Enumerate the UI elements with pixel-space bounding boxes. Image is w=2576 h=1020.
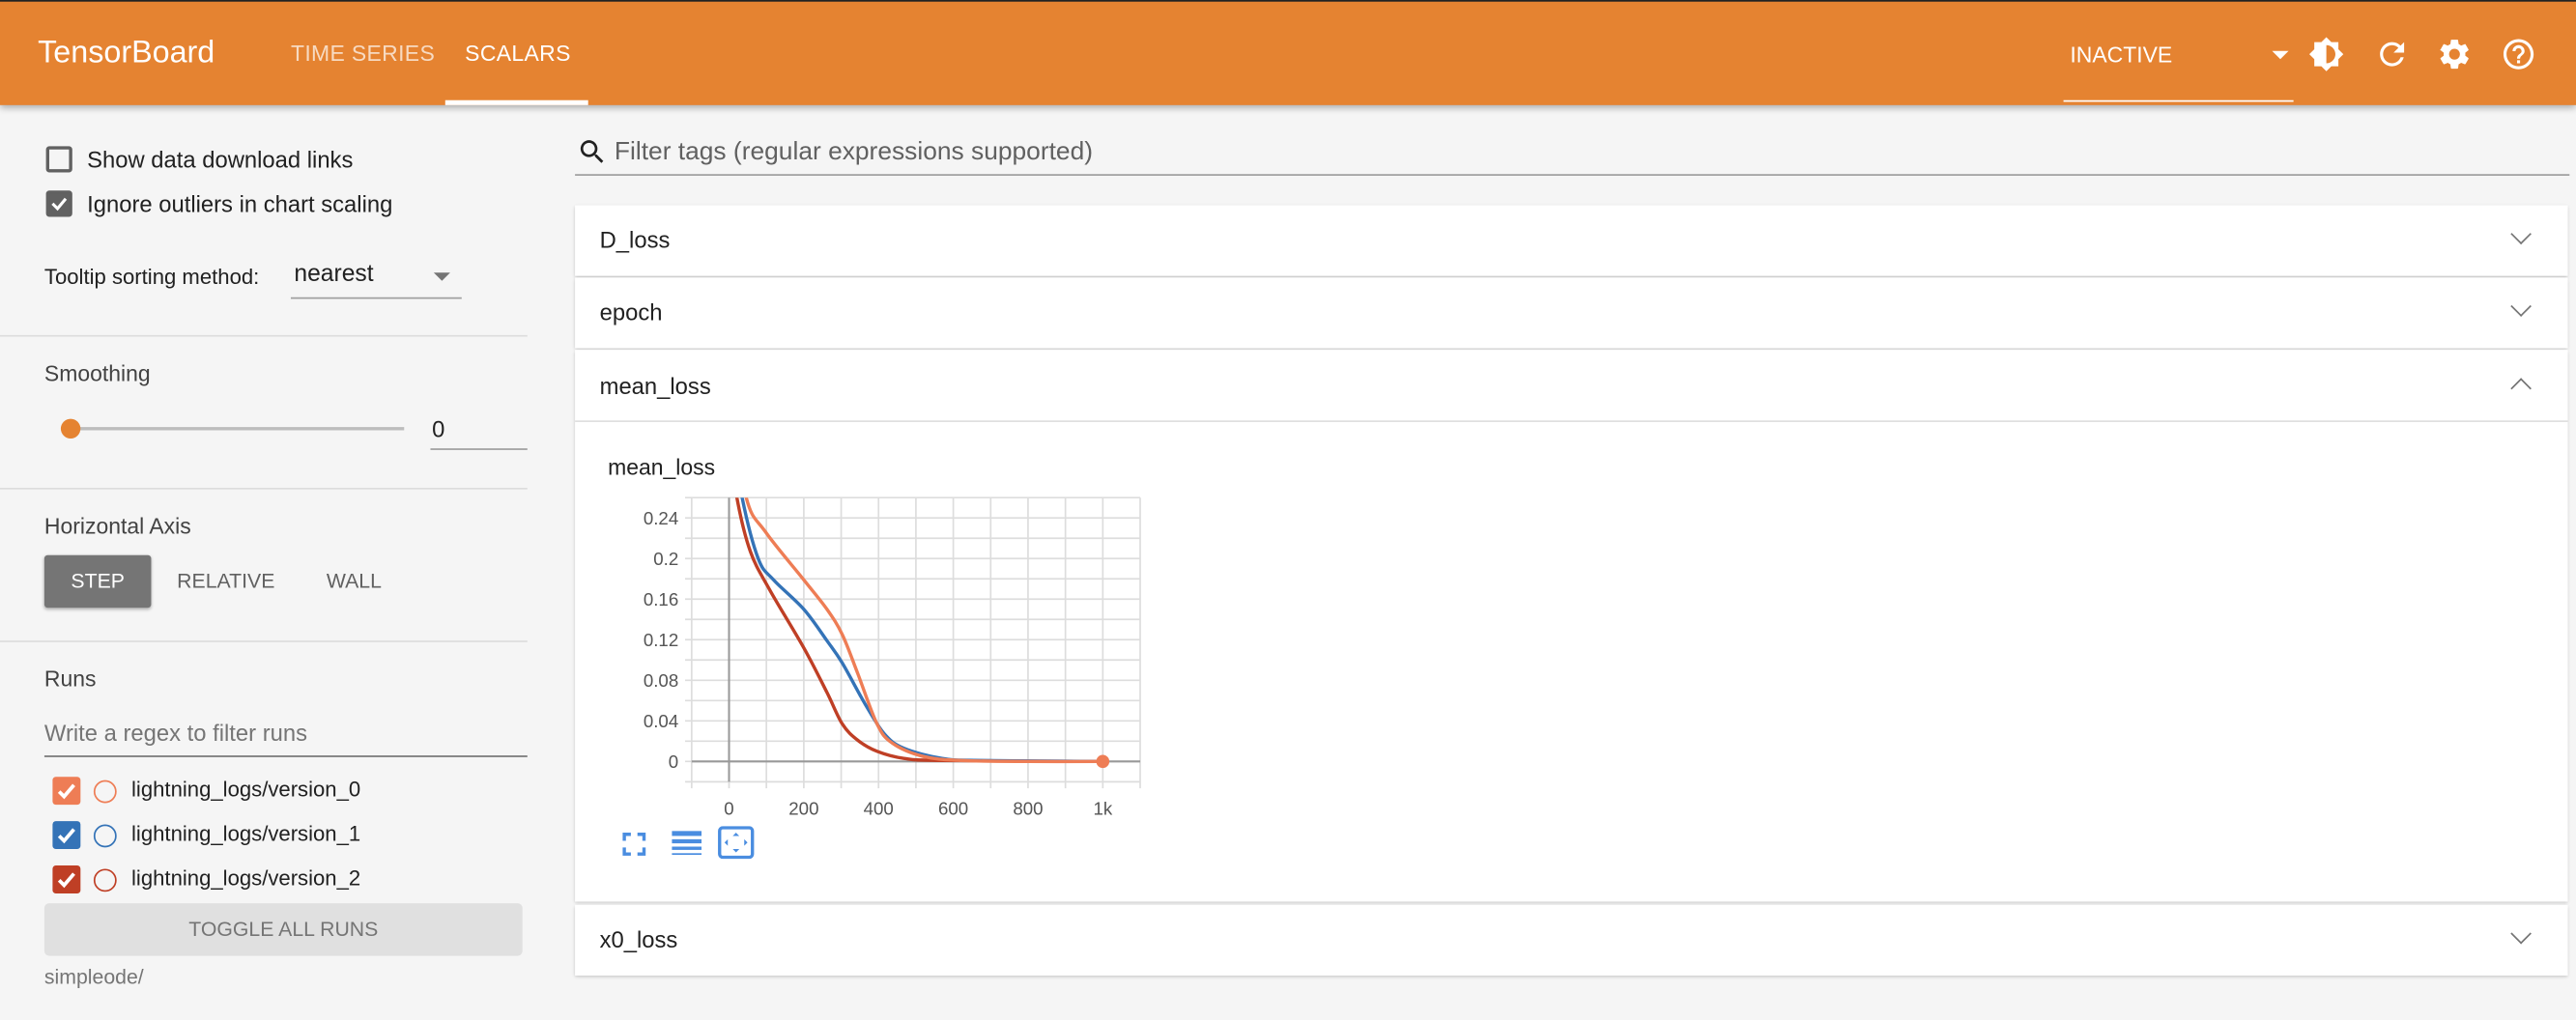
divider: [0, 487, 528, 490]
smoothing-slider-thumb[interactable]: [60, 418, 81, 439]
run-color-swatch[interactable]: [93, 824, 117, 848]
logdir-label: simpleode/: [43, 965, 144, 989]
show-download-links-label: Show data download links: [87, 146, 354, 173]
series-line-lightning-logs-version-2: [734, 497, 1103, 764]
settings-gear-icon[interactable]: [2437, 36, 2473, 71]
y-tick-label: 0: [669, 751, 678, 772]
dropdown-caret-icon: [433, 272, 450, 281]
run-name: lightning_logs/version_0: [131, 777, 361, 802]
x-tick-label: 600: [938, 798, 968, 818]
tab-scalars[interactable]: SCALARS: [465, 41, 571, 67]
run-name: lightning_logs/version_2: [131, 865, 361, 891]
tab-time-series[interactable]: TIME SERIES: [290, 41, 436, 67]
x-tick-label: 800: [1013, 798, 1043, 818]
x-tick-label: 400: [864, 798, 894, 818]
divider: [0, 334, 528, 337]
active-tab-indicator: [444, 99, 588, 105]
tag-card-epoch[interactable]: epoch: [575, 277, 2568, 349]
run-color-swatch[interactable]: [93, 868, 117, 892]
show-download-links-checkbox[interactable]: [45, 146, 72, 173]
runs-filter-placeholder: Write a regex to filter runs: [43, 719, 308, 746]
toggle-log-scale-icon[interactable]: [671, 830, 703, 860]
run-checkbox[interactable]: [52, 821, 81, 850]
card-title: epoch: [599, 298, 663, 326]
search-icon: [580, 140, 604, 163]
chevron-down-icon[interactable]: [2510, 922, 2532, 945]
toggle-all-runs-button[interactable]: TOGGLE ALL RUNS: [43, 903, 523, 956]
fit-domain-icon[interactable]: [718, 826, 755, 860]
plugin-select-value: INACTIVE: [2070, 42, 2173, 68]
brightness-contrast-icon[interactable]: [2308, 36, 2344, 71]
checkmark-icon: [57, 872, 75, 889]
card-title: D_loss: [599, 226, 671, 253]
x-tick-label: 200: [788, 798, 818, 818]
checkmark-icon: [57, 828, 75, 844]
plugin-select[interactable]: INACTIVE: [2063, 42, 2294, 102]
y-tick-label: 0.24: [644, 508, 678, 528]
help-icon[interactable]: [2501, 36, 2536, 71]
refresh-icon[interactable]: [2374, 36, 2410, 71]
run-color-swatch[interactable]: [93, 779, 117, 804]
y-tick-label: 0.2: [653, 549, 678, 569]
divider: [0, 640, 528, 642]
smoothing-label: Smoothing: [43, 361, 151, 386]
chevron-down-icon[interactable]: [2510, 223, 2532, 245]
tag-card-x0-loss[interactable]: x0_loss: [575, 904, 2568, 976]
smoothing-slider-track[interactable]: [69, 427, 405, 431]
tooltip-sorting-label: Tooltip sorting method:: [43, 264, 260, 290]
smoothing-value: 0: [432, 415, 445, 442]
chevron-up-icon[interactable]: [2510, 378, 2532, 399]
y-tick-label: 0.12: [644, 630, 678, 650]
run-name: lightning_logs/version_1: [131, 821, 361, 846]
chevron-down-icon[interactable]: [2510, 296, 2532, 317]
axis-step-button[interactable]: STEP: [43, 554, 152, 609]
mean-loss-chart[interactable]: 0 200 400 600 800 1k 0 0.04 0.08 0.12 0.16 0.2 0.24: [575, 350, 1232, 842]
top-app-bar: TensorBoard TIME SERIES SCALARS INACTIVE: [0, 0, 2576, 105]
checkmark-icon: [57, 783, 75, 800]
horizontal-axis-label: Horizontal Axis: [43, 514, 191, 539]
axis-wall-button[interactable]: WALL: [326, 570, 382, 593]
ignore-outliers-checkbox[interactable]: [45, 190, 72, 217]
fullscreen-icon[interactable]: [621, 831, 647, 857]
run-checkbox[interactable]: [52, 777, 81, 806]
app-title: TensorBoard: [38, 36, 215, 71]
tooltip-sorting-value: nearest: [294, 261, 374, 288]
chart-title: mean_loss: [608, 454, 716, 480]
tag-card-mean-loss: mean_loss mean_loss 0 200 400 600 800 1k 0 0.04…: [575, 350, 2568, 902]
runs-label: Runs: [43, 666, 97, 692]
tooltip-sorting-select[interactable]: nearest: [290, 256, 462, 299]
runs-filter-input[interactable]: Write a regex to filter runs: [43, 716, 528, 757]
card-title: mean_loss: [599, 372, 711, 400]
dropdown-caret-icon: [2272, 50, 2289, 60]
run-checkbox[interactable]: [52, 865, 81, 893]
divider: [575, 420, 2568, 422]
x-tick-label: 1k: [1093, 798, 1112, 818]
x-tick-label: 0: [724, 798, 733, 818]
y-tick-label: 0.04: [644, 711, 678, 731]
tag-filter-input[interactable]: Filter tags (regular expressions support…: [575, 131, 2570, 176]
tag-filter-placeholder: Filter tags (regular expressions support…: [614, 137, 1094, 166]
y-tick-label: 0.16: [644, 589, 678, 609]
y-tick-label: 0.08: [644, 670, 678, 691]
ignore-outliers-label: Ignore outliers in chart scaling: [87, 190, 393, 217]
axis-relative-button[interactable]: RELATIVE: [177, 570, 275, 593]
series-line-lightning-logs-version-0: [744, 497, 1103, 764]
smoothing-input[interactable]: 0: [430, 411, 528, 450]
card-title: x0_loss: [599, 925, 678, 953]
tag-card-d-loss[interactable]: D_loss: [575, 205, 2568, 276]
last-point-marker: [1096, 754, 1110, 769]
